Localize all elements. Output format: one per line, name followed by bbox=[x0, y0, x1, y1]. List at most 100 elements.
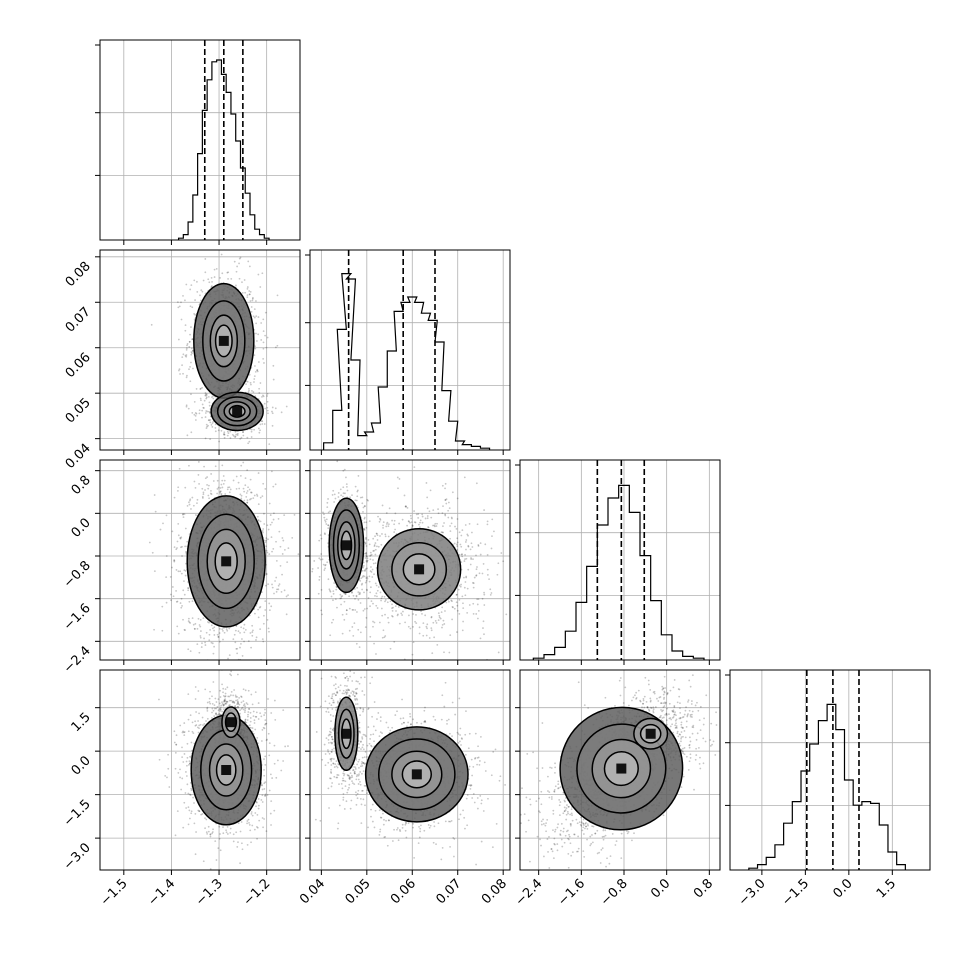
scatter-point bbox=[465, 575, 468, 578]
scatter-point bbox=[394, 528, 396, 531]
scatter-point bbox=[378, 520, 381, 523]
scatter-point bbox=[148, 541, 151, 544]
scatter-point bbox=[415, 613, 417, 616]
scatter-point bbox=[365, 579, 368, 582]
scatter-point bbox=[196, 291, 199, 293]
scatter-point bbox=[218, 627, 221, 630]
scatter-point bbox=[259, 520, 262, 523]
scatter-point bbox=[339, 593, 342, 596]
scatter-point bbox=[382, 524, 384, 527]
scatter-point bbox=[171, 566, 173, 569]
scatter-point bbox=[176, 489, 179, 492]
scatter-point bbox=[176, 625, 179, 628]
scatter-point bbox=[456, 609, 459, 612]
scatter-point bbox=[421, 521, 424, 524]
scatter-point bbox=[365, 552, 368, 554]
scatter-point bbox=[455, 527, 458, 530]
scatter-point bbox=[318, 575, 321, 578]
scatter-point bbox=[356, 611, 358, 613]
scatter-point bbox=[267, 528, 270, 531]
scatter-point bbox=[318, 539, 321, 542]
scatter-point bbox=[197, 617, 200, 620]
scatter-point bbox=[376, 595, 378, 598]
scatter-point bbox=[263, 539, 266, 542]
scatter-point bbox=[263, 614, 265, 617]
scatter-point bbox=[441, 531, 444, 534]
scatter-point bbox=[262, 395, 265, 398]
scatter-point bbox=[231, 433, 234, 436]
scatter-point bbox=[190, 353, 193, 356]
scatter-point bbox=[475, 613, 478, 615]
scatter-point bbox=[184, 629, 186, 632]
scatter-point bbox=[187, 693, 190, 696]
scatter-point bbox=[245, 383, 247, 386]
scatter-point bbox=[229, 430, 232, 433]
scatter-point bbox=[362, 566, 365, 569]
scatter-point bbox=[486, 520, 489, 523]
scatter-point bbox=[433, 524, 436, 527]
scatter-point bbox=[362, 506, 365, 509]
scatter-point bbox=[417, 513, 420, 515]
scatter-point bbox=[363, 575, 366, 578]
scatter-point bbox=[238, 257, 241, 260]
scatter-point bbox=[327, 578, 330, 581]
scatter-point bbox=[372, 620, 374, 623]
scatter-point bbox=[321, 558, 324, 561]
scatter-point bbox=[189, 762, 191, 765]
scatter-point bbox=[255, 315, 258, 318]
scatter-point bbox=[243, 499, 246, 502]
scatter-point bbox=[502, 560, 505, 563]
scatter-point bbox=[426, 496, 429, 499]
scatter-point bbox=[370, 571, 373, 573]
scatter-point bbox=[450, 522, 453, 525]
scatter-point bbox=[188, 346, 191, 348]
scatter-point bbox=[376, 545, 378, 548]
scatter-point bbox=[194, 622, 197, 625]
scatter-point bbox=[261, 420, 264, 423]
scatter-point bbox=[223, 631, 226, 634]
scatter-point bbox=[185, 355, 188, 358]
scatter-point bbox=[266, 406, 269, 409]
scatter-point bbox=[374, 562, 377, 565]
scatter-point bbox=[359, 496, 362, 499]
scatter-point bbox=[229, 488, 232, 491]
scatter-point bbox=[187, 617, 190, 620]
scatter-point bbox=[343, 618, 346, 621]
scatter-point bbox=[249, 632, 252, 634]
scatter-point bbox=[398, 522, 401, 525]
scatter-point bbox=[455, 593, 458, 596]
scatter-point bbox=[448, 507, 451, 510]
scatter-point bbox=[246, 499, 249, 502]
scatter-point bbox=[225, 628, 228, 631]
scatter-point bbox=[366, 607, 369, 610]
scatter-point bbox=[233, 633, 236, 636]
scatter-point bbox=[363, 505, 366, 507]
scatter-point bbox=[236, 647, 239, 650]
scatter-point bbox=[183, 580, 185, 583]
scatter-point bbox=[320, 588, 323, 591]
scatter-point bbox=[235, 270, 238, 273]
scatter-point bbox=[267, 627, 270, 630]
scatter-point bbox=[327, 524, 330, 527]
scatter-point bbox=[202, 617, 205, 620]
scatter-point bbox=[324, 520, 327, 523]
scatter-point bbox=[266, 400, 269, 403]
scatter-point bbox=[240, 626, 243, 629]
scatter-point bbox=[374, 594, 376, 597]
scatter-point bbox=[222, 638, 224, 641]
scatter-point bbox=[209, 628, 211, 631]
scatter-point bbox=[324, 533, 326, 536]
scatter-point bbox=[394, 512, 397, 515]
scatter-point bbox=[265, 545, 267, 548]
scatter-point bbox=[331, 494, 334, 496]
scatter-point bbox=[426, 507, 429, 510]
scatter-point bbox=[410, 517, 413, 520]
scatter-point bbox=[317, 567, 320, 569]
scatter-point bbox=[259, 605, 262, 608]
scatter-point bbox=[269, 447, 271, 449]
scatter-point bbox=[182, 516, 185, 519]
scatter-point bbox=[482, 563, 485, 565]
scatter-point bbox=[366, 577, 369, 580]
scatter-point bbox=[191, 349, 194, 352]
scatter-point bbox=[320, 537, 323, 540]
